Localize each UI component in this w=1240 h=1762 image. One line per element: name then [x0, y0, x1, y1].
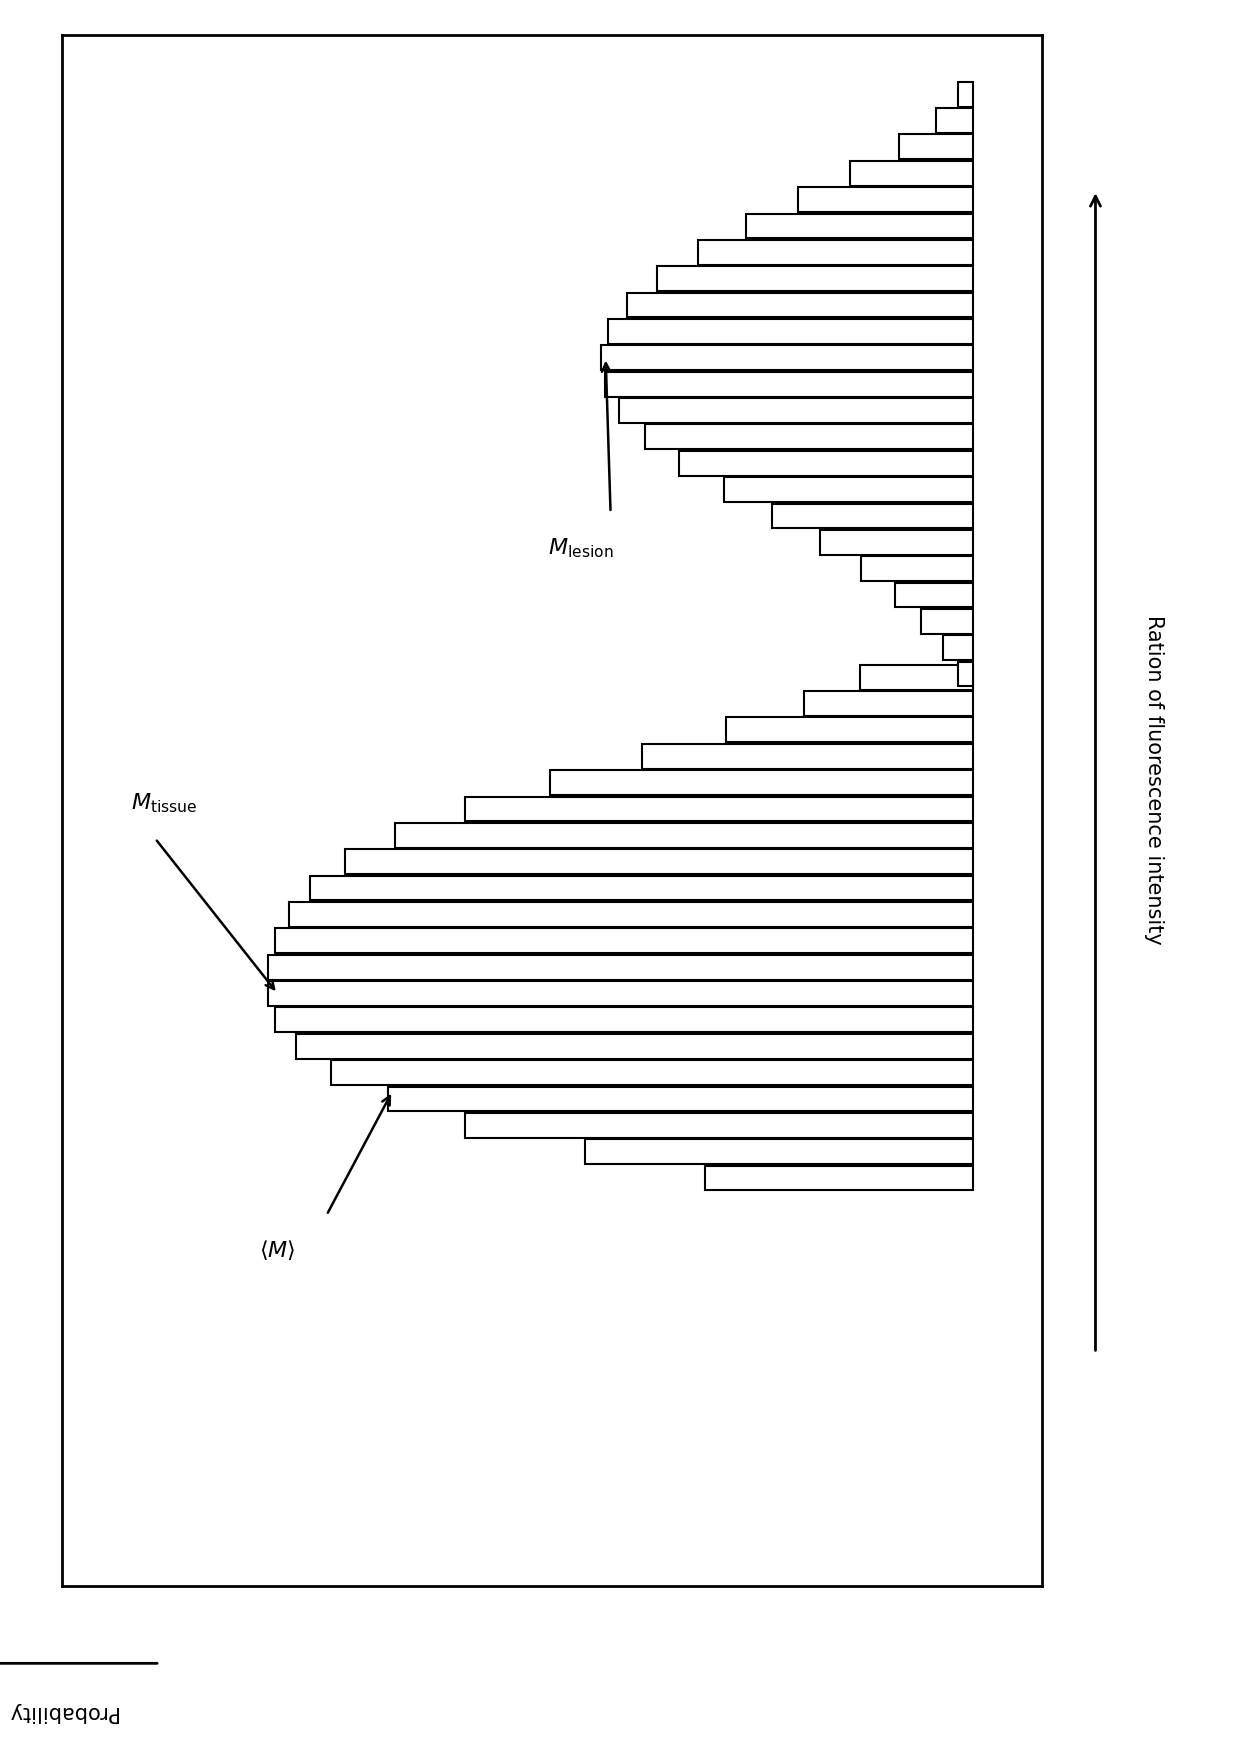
Bar: [600, 345, 973, 370]
Bar: [388, 1087, 973, 1112]
Bar: [944, 636, 973, 661]
Bar: [275, 929, 973, 953]
Bar: [394, 823, 973, 848]
Bar: [746, 213, 973, 238]
Bar: [289, 902, 973, 927]
Bar: [773, 504, 973, 529]
Bar: [310, 876, 973, 900]
Bar: [799, 187, 973, 211]
Bar: [862, 557, 973, 581]
Bar: [268, 981, 973, 1006]
Bar: [861, 664, 973, 689]
Bar: [465, 796, 973, 821]
Bar: [899, 134, 973, 159]
Bar: [936, 107, 973, 132]
Bar: [627, 292, 973, 317]
Bar: [646, 425, 973, 449]
Bar: [821, 530, 973, 555]
Bar: [657, 266, 973, 291]
Bar: [895, 583, 973, 608]
Bar: [465, 1114, 973, 1138]
Bar: [706, 1166, 973, 1191]
Bar: [804, 691, 973, 715]
Text: Probability: Probability: [6, 1702, 118, 1721]
Bar: [345, 849, 973, 874]
Bar: [585, 1140, 973, 1165]
Bar: [268, 955, 973, 980]
Bar: [620, 398, 973, 423]
Text: $M_{\mathrm{tissue}}$: $M_{\mathrm{tissue}}$: [130, 791, 197, 816]
Bar: [921, 610, 973, 634]
Bar: [698, 240, 973, 264]
Bar: [609, 319, 973, 344]
Bar: [851, 160, 973, 185]
Bar: [549, 770, 973, 795]
Bar: [680, 451, 973, 476]
Bar: [959, 663, 973, 687]
Bar: [605, 372, 973, 396]
Bar: [275, 1008, 973, 1033]
Text: $\langle M \rangle$: $\langle M \rangle$: [259, 1239, 296, 1263]
Text: Ration of fluorescence intensity: Ration of fluorescence intensity: [1145, 615, 1164, 944]
Bar: [724, 478, 973, 502]
Bar: [727, 717, 973, 742]
Bar: [296, 1034, 973, 1059]
Bar: [331, 1061, 973, 1085]
Bar: [641, 744, 973, 768]
Text: $M_{\mathrm{lesion}}$: $M_{\mathrm{lesion}}$: [548, 536, 614, 560]
Bar: [959, 81, 973, 106]
